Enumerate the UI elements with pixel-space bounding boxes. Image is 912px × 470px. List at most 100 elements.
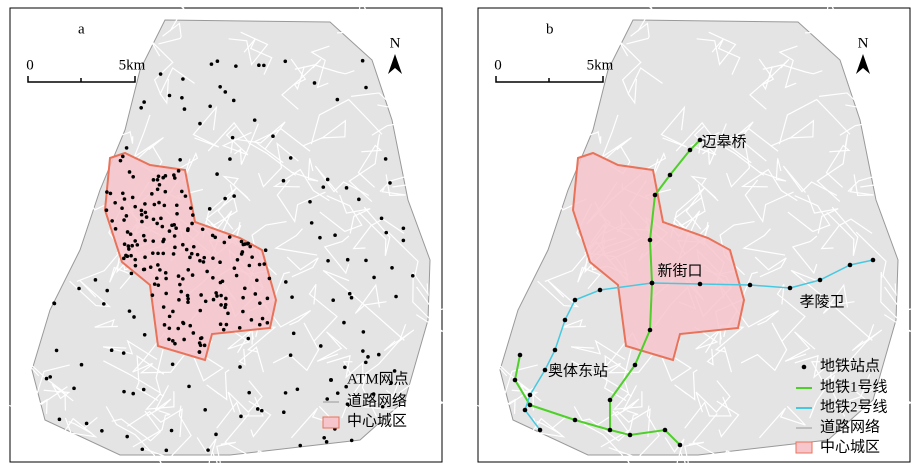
road	[754, 256, 787, 278]
road	[536, 416, 566, 435]
atm-point	[155, 221, 159, 226]
atm-point	[159, 216, 163, 221]
atm-point	[139, 105, 143, 110]
road-network	[8, 0, 459, 470]
atm-point	[401, 238, 406, 243]
atm-point	[184, 247, 189, 252]
atm-point	[203, 299, 208, 304]
metro-station	[652, 192, 658, 198]
atm-point	[379, 216, 384, 221]
atm-point	[343, 365, 347, 370]
atm-point	[110, 219, 114, 223]
atm-point	[170, 362, 175, 367]
road	[502, 364, 538, 405]
atm-point	[143, 210, 148, 215]
metro-station	[647, 237, 653, 243]
atm-point	[239, 414, 243, 419]
road	[866, 384, 912, 415]
road	[377, 104, 414, 122]
metro-station	[632, 362, 638, 368]
atm-point	[349, 438, 354, 443]
road	[614, 385, 640, 417]
atm-point	[247, 390, 251, 395]
road	[714, 325, 745, 353]
atm-point	[357, 197, 361, 202]
road	[354, 283, 387, 314]
atm-point	[410, 273, 415, 278]
atm-point	[325, 177, 330, 182]
road	[825, 144, 851, 188]
scale-start: 0	[26, 57, 34, 73]
metro-station	[687, 147, 693, 153]
metro-station	[847, 262, 853, 268]
atm-point	[324, 440, 329, 444]
road	[339, 194, 371, 234]
atm-point	[224, 322, 229, 327]
legend-label: 地铁1号线	[820, 378, 888, 395]
metro-station	[522, 407, 528, 413]
atm-point	[161, 175, 165, 180]
atm-point	[135, 243, 140, 247]
road	[809, 374, 846, 419]
road	[102, 339, 158, 360]
road	[290, 158, 319, 182]
atm-point	[211, 275, 215, 280]
atm-point	[363, 360, 368, 365]
atm-point	[281, 410, 286, 414]
road	[716, 400, 740, 438]
road	[140, 405, 192, 459]
road	[248, 400, 272, 438]
atm-point	[252, 118, 257, 122]
atm-point	[366, 355, 370, 359]
atm-point	[199, 293, 203, 297]
atm-point	[148, 265, 153, 269]
atm-point	[215, 172, 219, 176]
road	[675, 121, 765, 176]
atm-point	[325, 397, 330, 401]
road	[692, 413, 749, 461]
atm-point	[167, 337, 171, 342]
atm-point	[206, 448, 210, 452]
atm-point	[214, 432, 218, 437]
road	[784, 331, 816, 362]
atm-point	[181, 320, 185, 325]
atm-point	[259, 408, 264, 413]
atm-point	[143, 255, 147, 260]
atm-point	[390, 265, 394, 270]
atm-point	[122, 218, 126, 222]
atm-point	[167, 93, 172, 98]
station-label: 奥体东站	[548, 362, 608, 379]
metro-station	[542, 367, 548, 373]
atm-point	[129, 253, 133, 258]
road	[243, 38, 273, 75]
atm-point	[384, 230, 389, 235]
road	[383, 324, 415, 352]
road	[228, 31, 269, 66]
metro-station	[697, 137, 703, 143]
road	[749, 58, 790, 110]
atm-point	[181, 242, 185, 247]
atm-point	[126, 244, 131, 248]
atm-point	[171, 339, 175, 343]
atm-point	[141, 387, 146, 392]
atm-point	[215, 294, 219, 298]
atm-point	[257, 63, 261, 67]
atm-point	[155, 276, 159, 281]
atm-point	[151, 251, 155, 255]
atm-point	[326, 258, 330, 263]
atm-point	[189, 206, 193, 210]
atm-point	[283, 391, 288, 395]
panel-label: b	[546, 21, 554, 37]
road	[791, 235, 818, 275]
road	[222, 175, 251, 202]
atm-point	[211, 297, 216, 302]
atm-point	[178, 157, 182, 162]
atm-point	[342, 320, 346, 325]
road	[571, 349, 632, 395]
road	[276, 179, 326, 224]
road	[106, 130, 134, 144]
atm-point	[125, 230, 130, 234]
road	[342, 337, 403, 383]
road	[103, 349, 164, 395]
